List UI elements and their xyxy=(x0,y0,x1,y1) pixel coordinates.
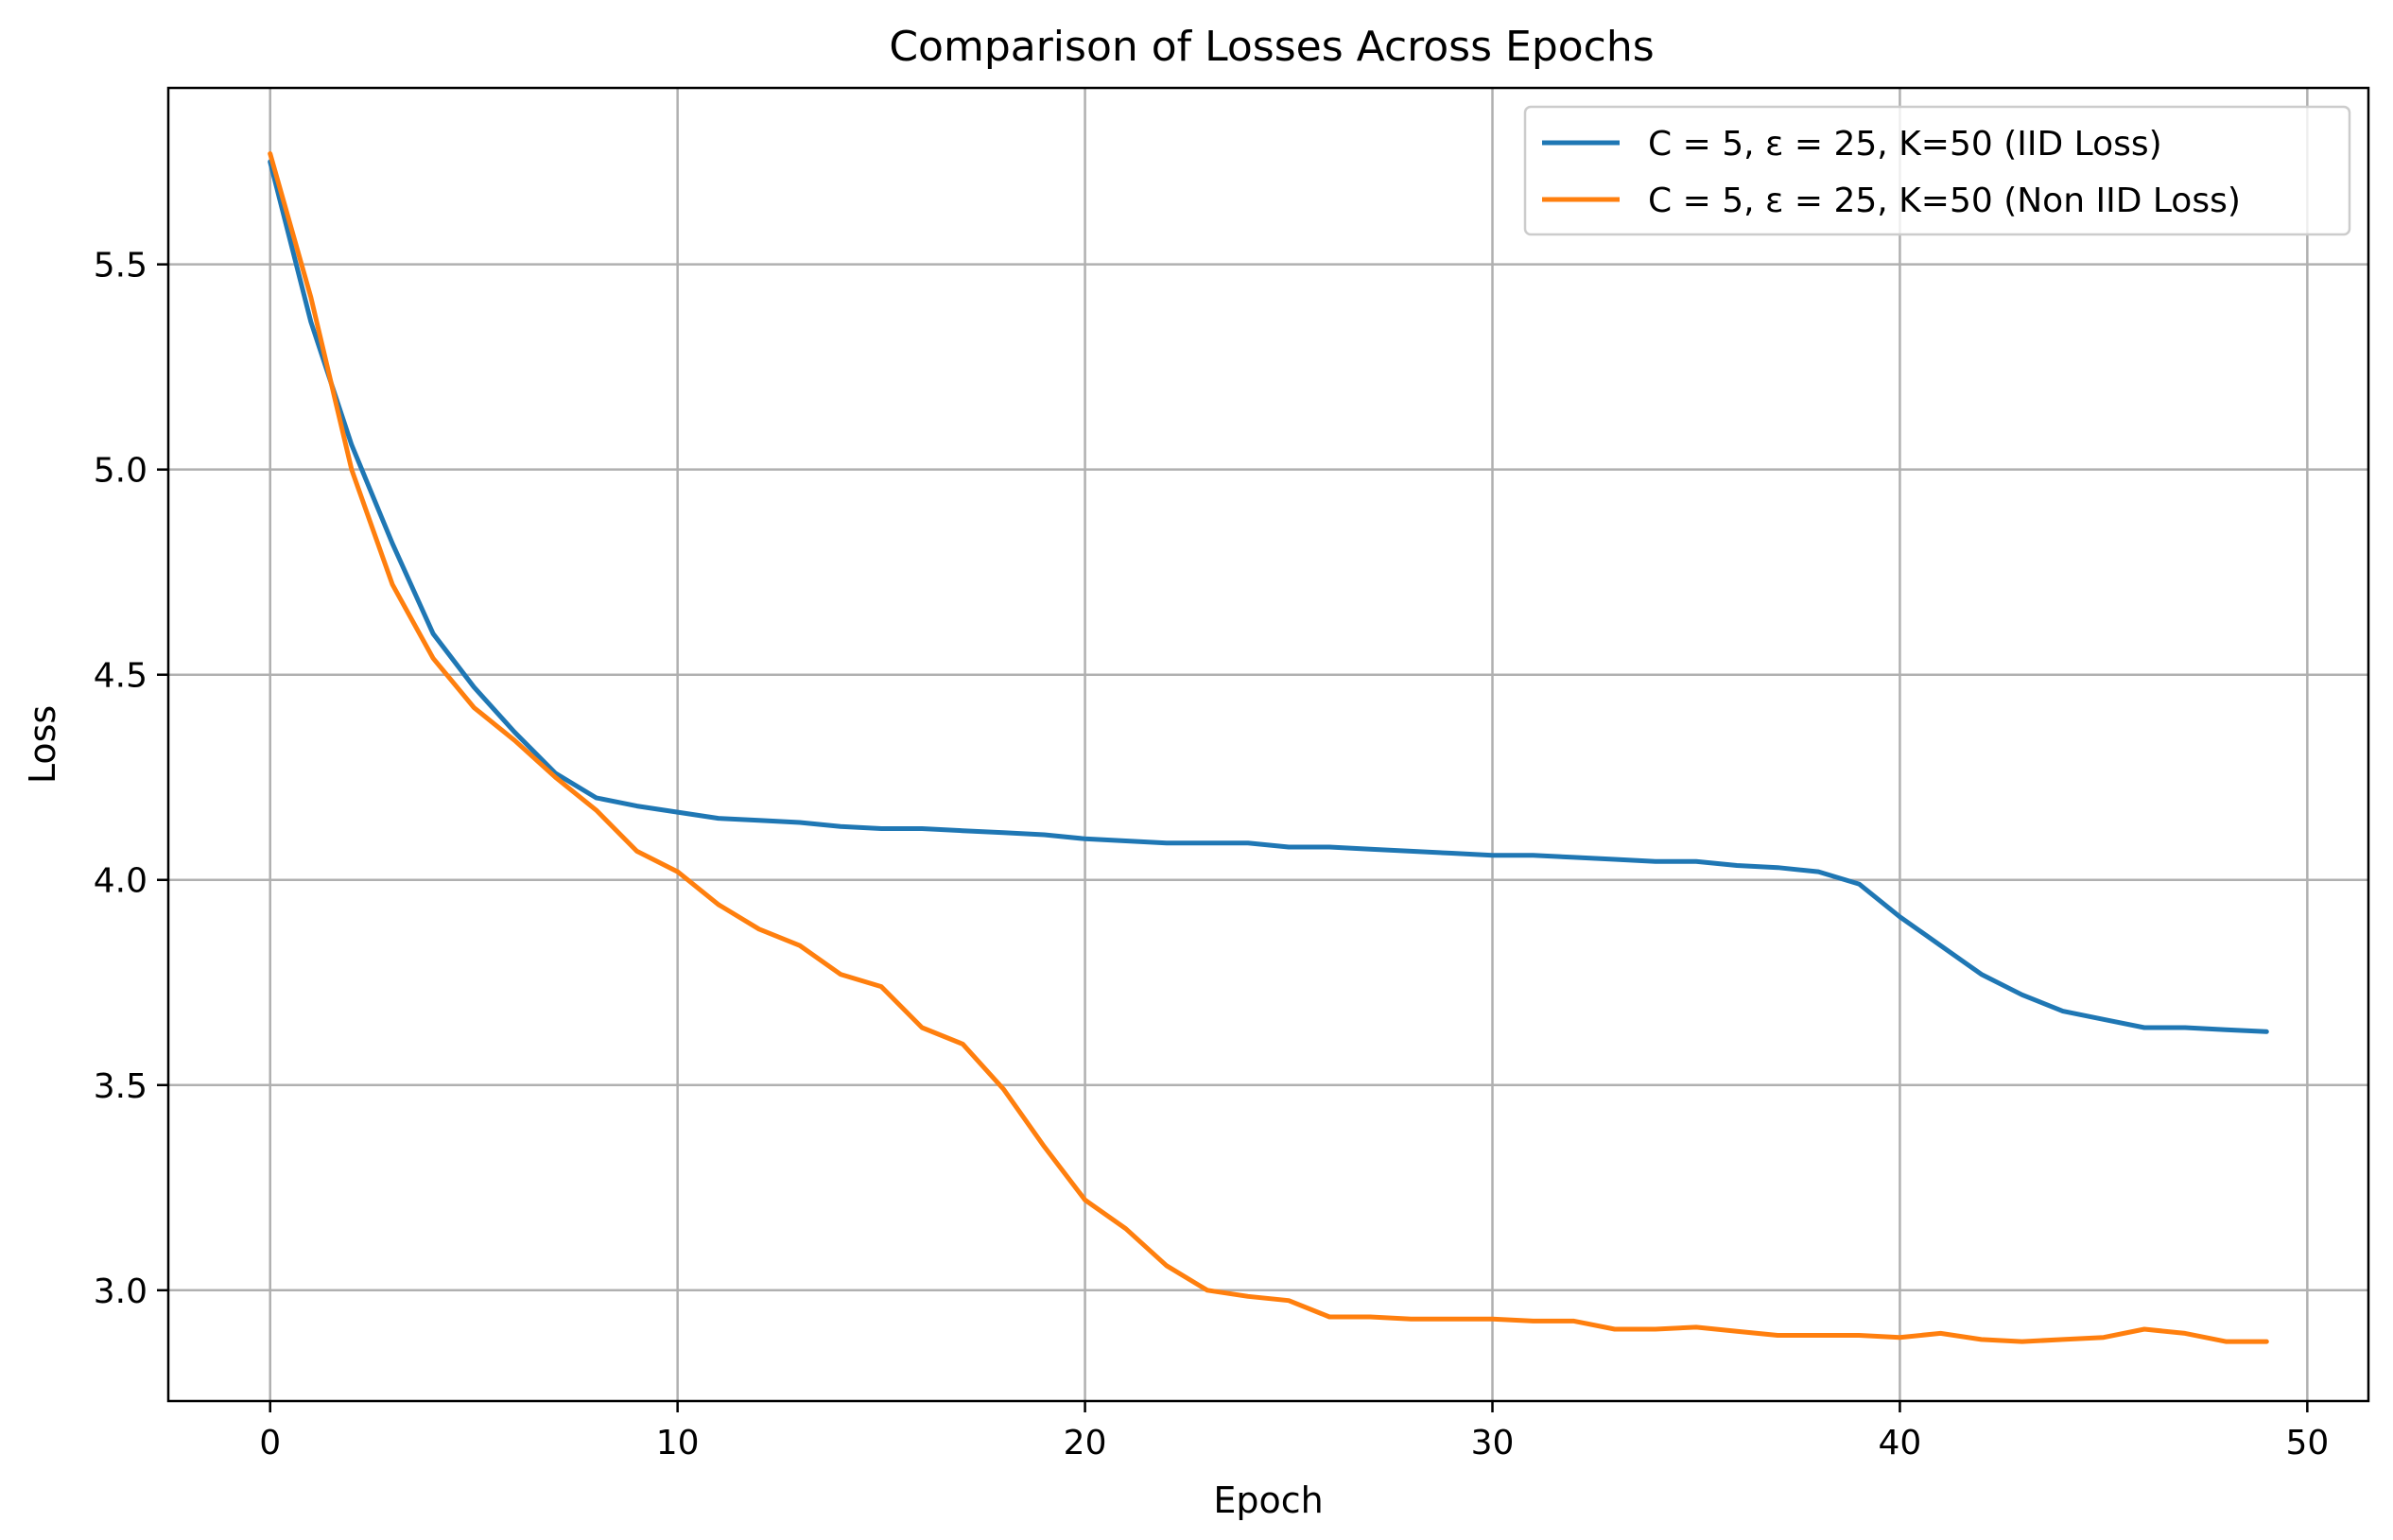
plot-frame xyxy=(166,86,2370,1403)
y-tick-label: 3.5 xyxy=(94,1067,147,1106)
x-tick-label: 30 xyxy=(1471,1424,1515,1462)
x-tick-label: 40 xyxy=(1879,1424,1922,1462)
x-tick-label: 50 xyxy=(2285,1424,2329,1462)
series-line-iid xyxy=(268,159,2269,1034)
x-tick-label: 20 xyxy=(1064,1424,1107,1462)
series-line-non-iid xyxy=(268,151,2269,1344)
x-axis-label: Epoch xyxy=(1213,1479,1323,1521)
y-tick-label: 5.0 xyxy=(94,452,147,491)
x-tick-label: 10 xyxy=(656,1424,700,1462)
y-axis-label: Loss xyxy=(22,705,63,784)
y-axis-ticks: 3.0 3.5 4.0 4.5 5.0 5.5 xyxy=(94,247,168,1311)
x-axis-ticks: 0 10 20 30 40 50 xyxy=(259,1401,2329,1462)
x-tick-label: 0 xyxy=(259,1424,281,1462)
series-lines xyxy=(268,151,2269,1344)
legend-label-iid: C = 5, ε = 25, K=50 (IID Loss) xyxy=(1648,125,2162,164)
chart-title: Comparison of Losses Across Epochs xyxy=(889,23,1654,71)
legend-box xyxy=(1523,105,2351,236)
legend-label-non-iid: C = 5, ε = 25, K=50 (Non IID Loss) xyxy=(1648,182,2241,220)
legend: C = 5, ε = 25, K=50 (IID Loss) C = 5, ε … xyxy=(1523,105,2351,236)
grid xyxy=(168,88,2368,1401)
y-tick-label: 4.5 xyxy=(94,657,147,696)
y-tick-label: 5.5 xyxy=(94,247,147,286)
y-tick-label: 3.0 xyxy=(94,1272,147,1311)
y-tick-label: 4.0 xyxy=(94,862,147,901)
